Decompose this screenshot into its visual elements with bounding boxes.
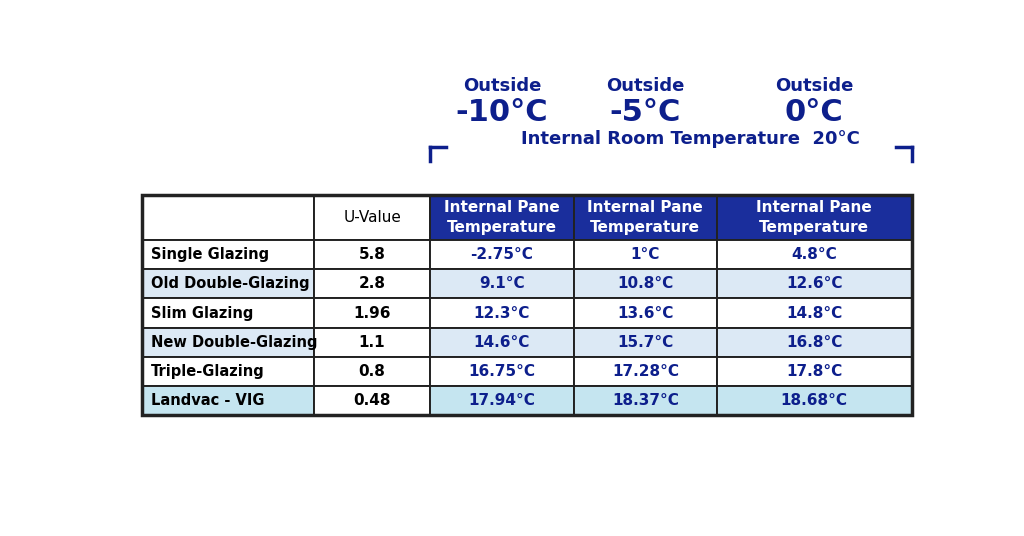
Text: Triple-Glazing: Triple-Glazing [152,364,265,379]
Text: New Double-Glazing: New Double-Glazing [152,335,317,350]
Bar [430,269,573,299]
Text: Internal Pane
Temperature: Internal Pane Temperature [444,200,560,235]
Bar [573,327,717,357]
Text: -5°C: -5°C [609,98,681,126]
Text: 0.48: 0.48 [353,393,391,408]
Text: 10.8°C: 10.8°C [617,276,674,291]
Bar [717,299,911,327]
Text: Landvac - VIG: Landvac - VIG [152,393,265,408]
Bar [430,195,573,240]
Bar [314,195,430,240]
Text: Outside: Outside [606,77,684,95]
Bar [717,357,911,386]
Text: 4.8°C: 4.8°C [792,247,838,262]
Text: 17.28°C: 17.28°C [611,364,679,379]
Text: 17.8°C: 17.8°C [786,364,843,379]
Bar [314,386,430,415]
Text: 16.75°C: 16.75°C [468,364,536,379]
Text: Old Double-Glazing: Old Double-Glazing [152,276,310,291]
Text: Internal Room Temperature  20°C: Internal Room Temperature 20°C [521,130,860,148]
Bar [142,195,911,415]
Bar [314,299,430,327]
Text: 9.1°C: 9.1°C [479,276,524,291]
Bar [430,386,573,415]
Bar [142,327,314,357]
Text: 13.6°C: 13.6°C [617,306,674,321]
Bar [314,327,430,357]
Bar [430,327,573,357]
Text: 0°C: 0°C [784,98,844,126]
Bar [717,386,911,415]
Bar [573,357,717,386]
Text: Slim Glazing: Slim Glazing [152,306,254,321]
Text: -2.75°C: -2.75°C [470,247,534,262]
Text: U-Value: U-Value [343,210,401,225]
Text: 16.8°C: 16.8°C [786,335,843,350]
Text: 14.8°C: 14.8°C [786,306,843,321]
Text: Outside: Outside [463,77,541,95]
Bar [430,357,573,386]
Bar [142,299,314,327]
Text: Internal Pane
Temperature: Internal Pane Temperature [757,200,872,235]
Text: -10°C: -10°C [456,98,548,126]
Bar [142,240,314,269]
Text: 1.1: 1.1 [358,335,385,350]
Bar [142,269,314,299]
Bar [573,386,717,415]
Bar [142,195,314,240]
Text: Internal Pane
Temperature: Internal Pane Temperature [588,200,703,235]
Text: 15.7°C: 15.7°C [617,335,674,350]
Text: 14.6°C: 14.6°C [474,335,530,350]
Text: 1.96: 1.96 [353,306,391,321]
Bar [314,357,430,386]
Bar [430,299,573,327]
Text: 12.3°C: 12.3°C [474,306,530,321]
Text: Single Glazing: Single Glazing [152,247,269,262]
Bar [314,269,430,299]
Bar [142,357,314,386]
Text: 5.8: 5.8 [358,247,386,262]
Bar [430,240,573,269]
Text: 18.68°C: 18.68°C [780,393,848,408]
Text: 0.8: 0.8 [358,364,386,379]
Bar [717,269,911,299]
Bar [314,240,430,269]
Text: 1°C: 1°C [631,247,660,262]
Bar [717,327,911,357]
Bar [573,240,717,269]
Bar [717,195,911,240]
Text: Outside: Outside [775,77,853,95]
Text: 12.6°C: 12.6°C [786,276,843,291]
Bar [573,195,717,240]
Text: 18.37°C: 18.37°C [612,393,679,408]
Bar [717,240,911,269]
Text: 2.8: 2.8 [358,276,386,291]
Bar [573,269,717,299]
Bar [573,299,717,327]
Text: 17.94°C: 17.94°C [469,393,536,408]
Bar [142,386,314,415]
